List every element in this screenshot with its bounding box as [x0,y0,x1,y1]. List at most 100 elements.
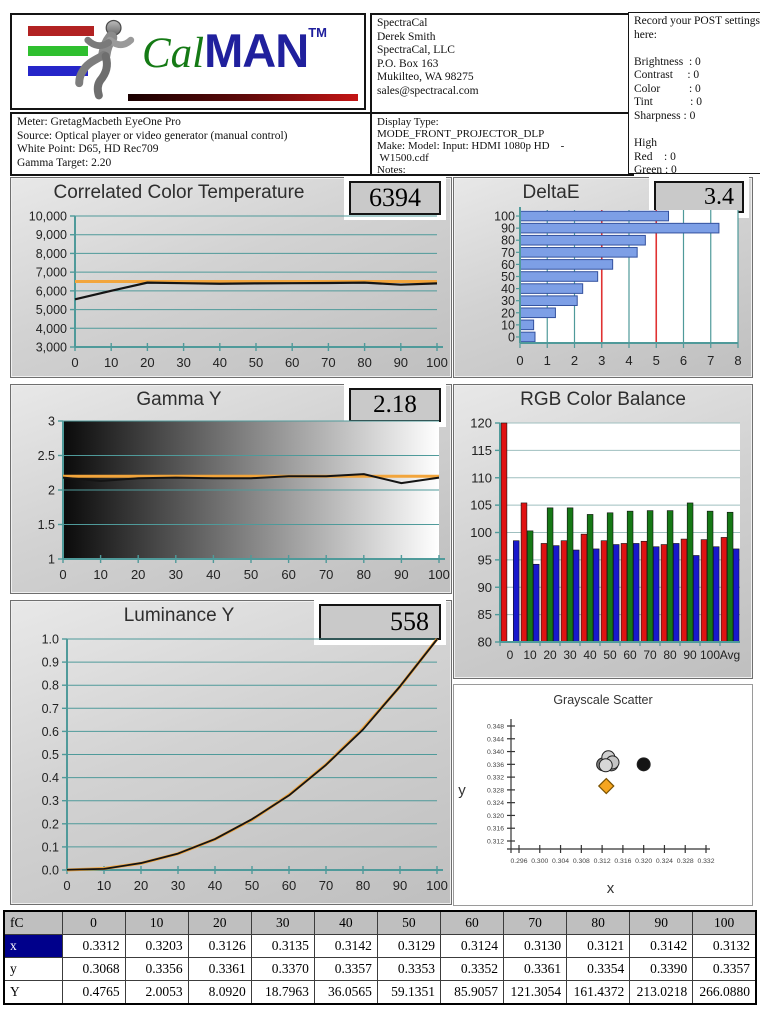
tick-label: 50 [245,878,259,893]
luminance-value-badge: 558 [319,604,441,640]
text-line: Gamma Target: 2.20 [17,156,112,169]
value-cell[interactable]: 0.3390 [629,957,694,981]
blue-bar [512,540,520,643]
deltae-bar [519,247,638,258]
table-corner-cell[interactable]: fC [3,910,63,935]
text-line: W1500.cdf [377,152,429,165]
value-cell[interactable]: 0.3132 [692,934,757,958]
value-cell[interactable]: 0.3135 [250,934,315,958]
red-bar [700,539,708,643]
tick-label: 0.320 [635,858,652,865]
column-header-cell[interactable]: 10 [124,910,189,935]
scatter-point [636,757,651,772]
text-line: Notes: [377,164,406,176]
column-header-cell[interactable]: 70 [503,910,568,935]
cct-chart: 3,000 4,000 5,000 6,000 7,000 8,000 9,000 10,00… [29,210,448,371]
deltae-bar [519,307,556,319]
column-header-cell[interactable]: 90 [629,910,694,935]
column-header-cell[interactable]: 100 [692,910,757,935]
series-line [62,473,440,485]
logo-blue-bar [28,66,88,76]
value-cell[interactable]: 0.3142 [313,934,378,958]
tick-label: 80 [356,878,370,893]
value-cell[interactable]: 0.3357 [692,957,757,981]
tick-label: 0 [63,878,70,893]
text-line: here: [634,28,657,41]
tick-label: 60 [281,567,295,582]
green-bar [546,507,554,643]
green-bar [726,511,734,643]
value-cell[interactable]: 0.3361 [503,957,568,981]
value-cell[interactable]: 266.0880 [692,980,757,1005]
brand-cal: Cal [142,30,205,77]
tick-label: 0.1 [42,840,59,854]
tick-label: 90 [394,567,408,582]
value-cell[interactable]: 0.3354 [566,957,631,981]
value-cell[interactable]: 18.7963 [250,980,315,1005]
text-line: Source: Optical player or video generato… [17,129,288,142]
value-cell[interactable]: 36.0565 [313,980,378,1005]
tick-label: 0 [516,353,523,368]
deltae-value-badge: 3.4 [654,181,744,213]
value-cell[interactable]: 121.3054 [503,980,568,1005]
column-header-cell[interactable]: 60 [439,910,505,935]
value-cell[interactable]: 0.3142 [629,934,694,958]
tick-label: 7 [707,353,714,368]
tick-label: 0 [507,648,514,662]
value-cell[interactable]: 0.3129 [376,934,441,958]
value-cell[interactable]: 213.0218 [629,980,694,1005]
value-cell[interactable]: 0.3068 [61,957,126,981]
tick-label: 10 [93,567,107,582]
value-cell[interactable]: 0.3130 [503,934,568,958]
green-bar [526,530,534,643]
value-cell[interactable]: 0.3352 [439,957,505,981]
text-line: Green : 0 [634,164,677,174]
tick-label: 0.0 [42,864,59,878]
value-cell[interactable]: 161.4372 [566,980,631,1005]
text-line: Sharpness : 0 [634,109,696,122]
tick-label: 100 [426,878,448,893]
value-cell[interactable]: 8.0920 [187,980,252,1005]
value-cell[interactable]: 0.3356 [124,957,189,981]
tick-label: 0.340 [487,749,504,756]
value-cell[interactable]: 0.3353 [376,957,441,981]
value-cell[interactable]: 85.9057 [439,980,505,1005]
value-cell[interactable]: 0.3361 [187,957,252,981]
value-cell[interactable]: 2.0053 [124,980,189,1005]
tick-label: 0 [71,355,78,370]
column-header-cell[interactable]: 20 [187,910,252,935]
tick-label: 0.300 [531,858,548,865]
tick-label: 85 [478,607,492,622]
column-header-cell[interactable]: 80 [566,910,631,935]
column-header-cell[interactable]: 40 [313,910,378,935]
text-line: MODE_FRONT_PROJECTOR_DLP [377,128,545,141]
tick-label: 40 [501,282,515,296]
column-header-cell[interactable]: 50 [376,910,441,935]
tick-label: 0.308 [573,858,590,865]
tick-label: 40 [206,567,220,582]
tick-label: 8,000 [36,247,67,261]
value-cell[interactable]: 0.3357 [313,957,378,981]
column-header-cell[interactable]: 0 [61,910,126,935]
value-cell[interactable]: 59.1351 [376,980,441,1005]
tick-label: 0.316 [487,826,504,833]
tick-label: 115 [471,443,492,458]
tick-label: 20 [134,878,148,893]
tick-label: 0.4 [42,771,59,785]
row-header-cell[interactable]: y [3,957,63,981]
value-cell[interactable]: 0.3121 [566,934,631,958]
deltae-bar [519,222,720,234]
value-cell[interactable]: 0.3203 [124,934,189,958]
value-cell[interactable]: 0.3124 [439,934,505,958]
column-header-cell[interactable]: 30 [250,910,315,935]
row-header-cell[interactable]: x [3,934,63,958]
tick-label: 4,000 [36,322,67,336]
tick-label: 30 [176,355,190,370]
row-header-cell[interactable]: Y [3,980,63,1005]
value-cell[interactable]: 0.3126 [187,934,252,958]
value-cell[interactable]: 0.3312 [61,934,126,958]
value-cell[interactable]: 0.4765 [61,980,126,1005]
red-bar [600,540,608,643]
table-row: y 0.3068 0.3356 0.3361 0.3370 0.3357 0.3353 0.3… [3,957,757,981]
value-cell[interactable]: 0.3370 [250,957,315,981]
